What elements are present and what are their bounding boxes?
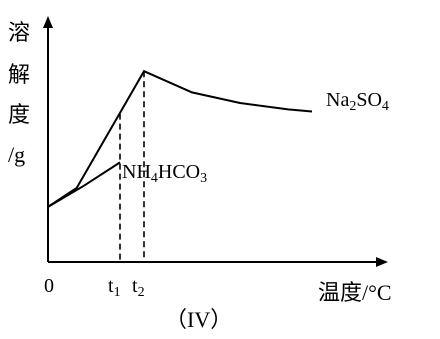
series-label: NH4HCO3 [122, 161, 207, 186]
figure-caption: （IV） [165, 307, 233, 332]
series-line [47, 161, 121, 208]
y-axis-label-part: /g [8, 142, 25, 167]
series-label: Na2SO4 [326, 89, 389, 114]
axes [43, 16, 388, 267]
x-axis-label: 温度/°C [318, 280, 392, 305]
series-line [47, 69, 313, 208]
y-axis-label-part: 解 [8, 62, 30, 87]
dashed-guides [119, 71, 145, 262]
y-axis-label-part: 度 [8, 102, 30, 127]
chart-labels: 溶解度/g 温度/°C 0 t1 t2 Na2SO4 NH4HCO3 [8, 20, 392, 305]
series-lines [47, 69, 313, 208]
y-axis-arrow [43, 16, 53, 28]
origin-label: 0 [44, 275, 54, 297]
x-tick-label: t1 [108, 275, 121, 300]
x-axis-arrow [376, 257, 388, 267]
y-axis-label-part: 溶 [8, 20, 30, 45]
x-tick-label: t2 [132, 275, 145, 300]
